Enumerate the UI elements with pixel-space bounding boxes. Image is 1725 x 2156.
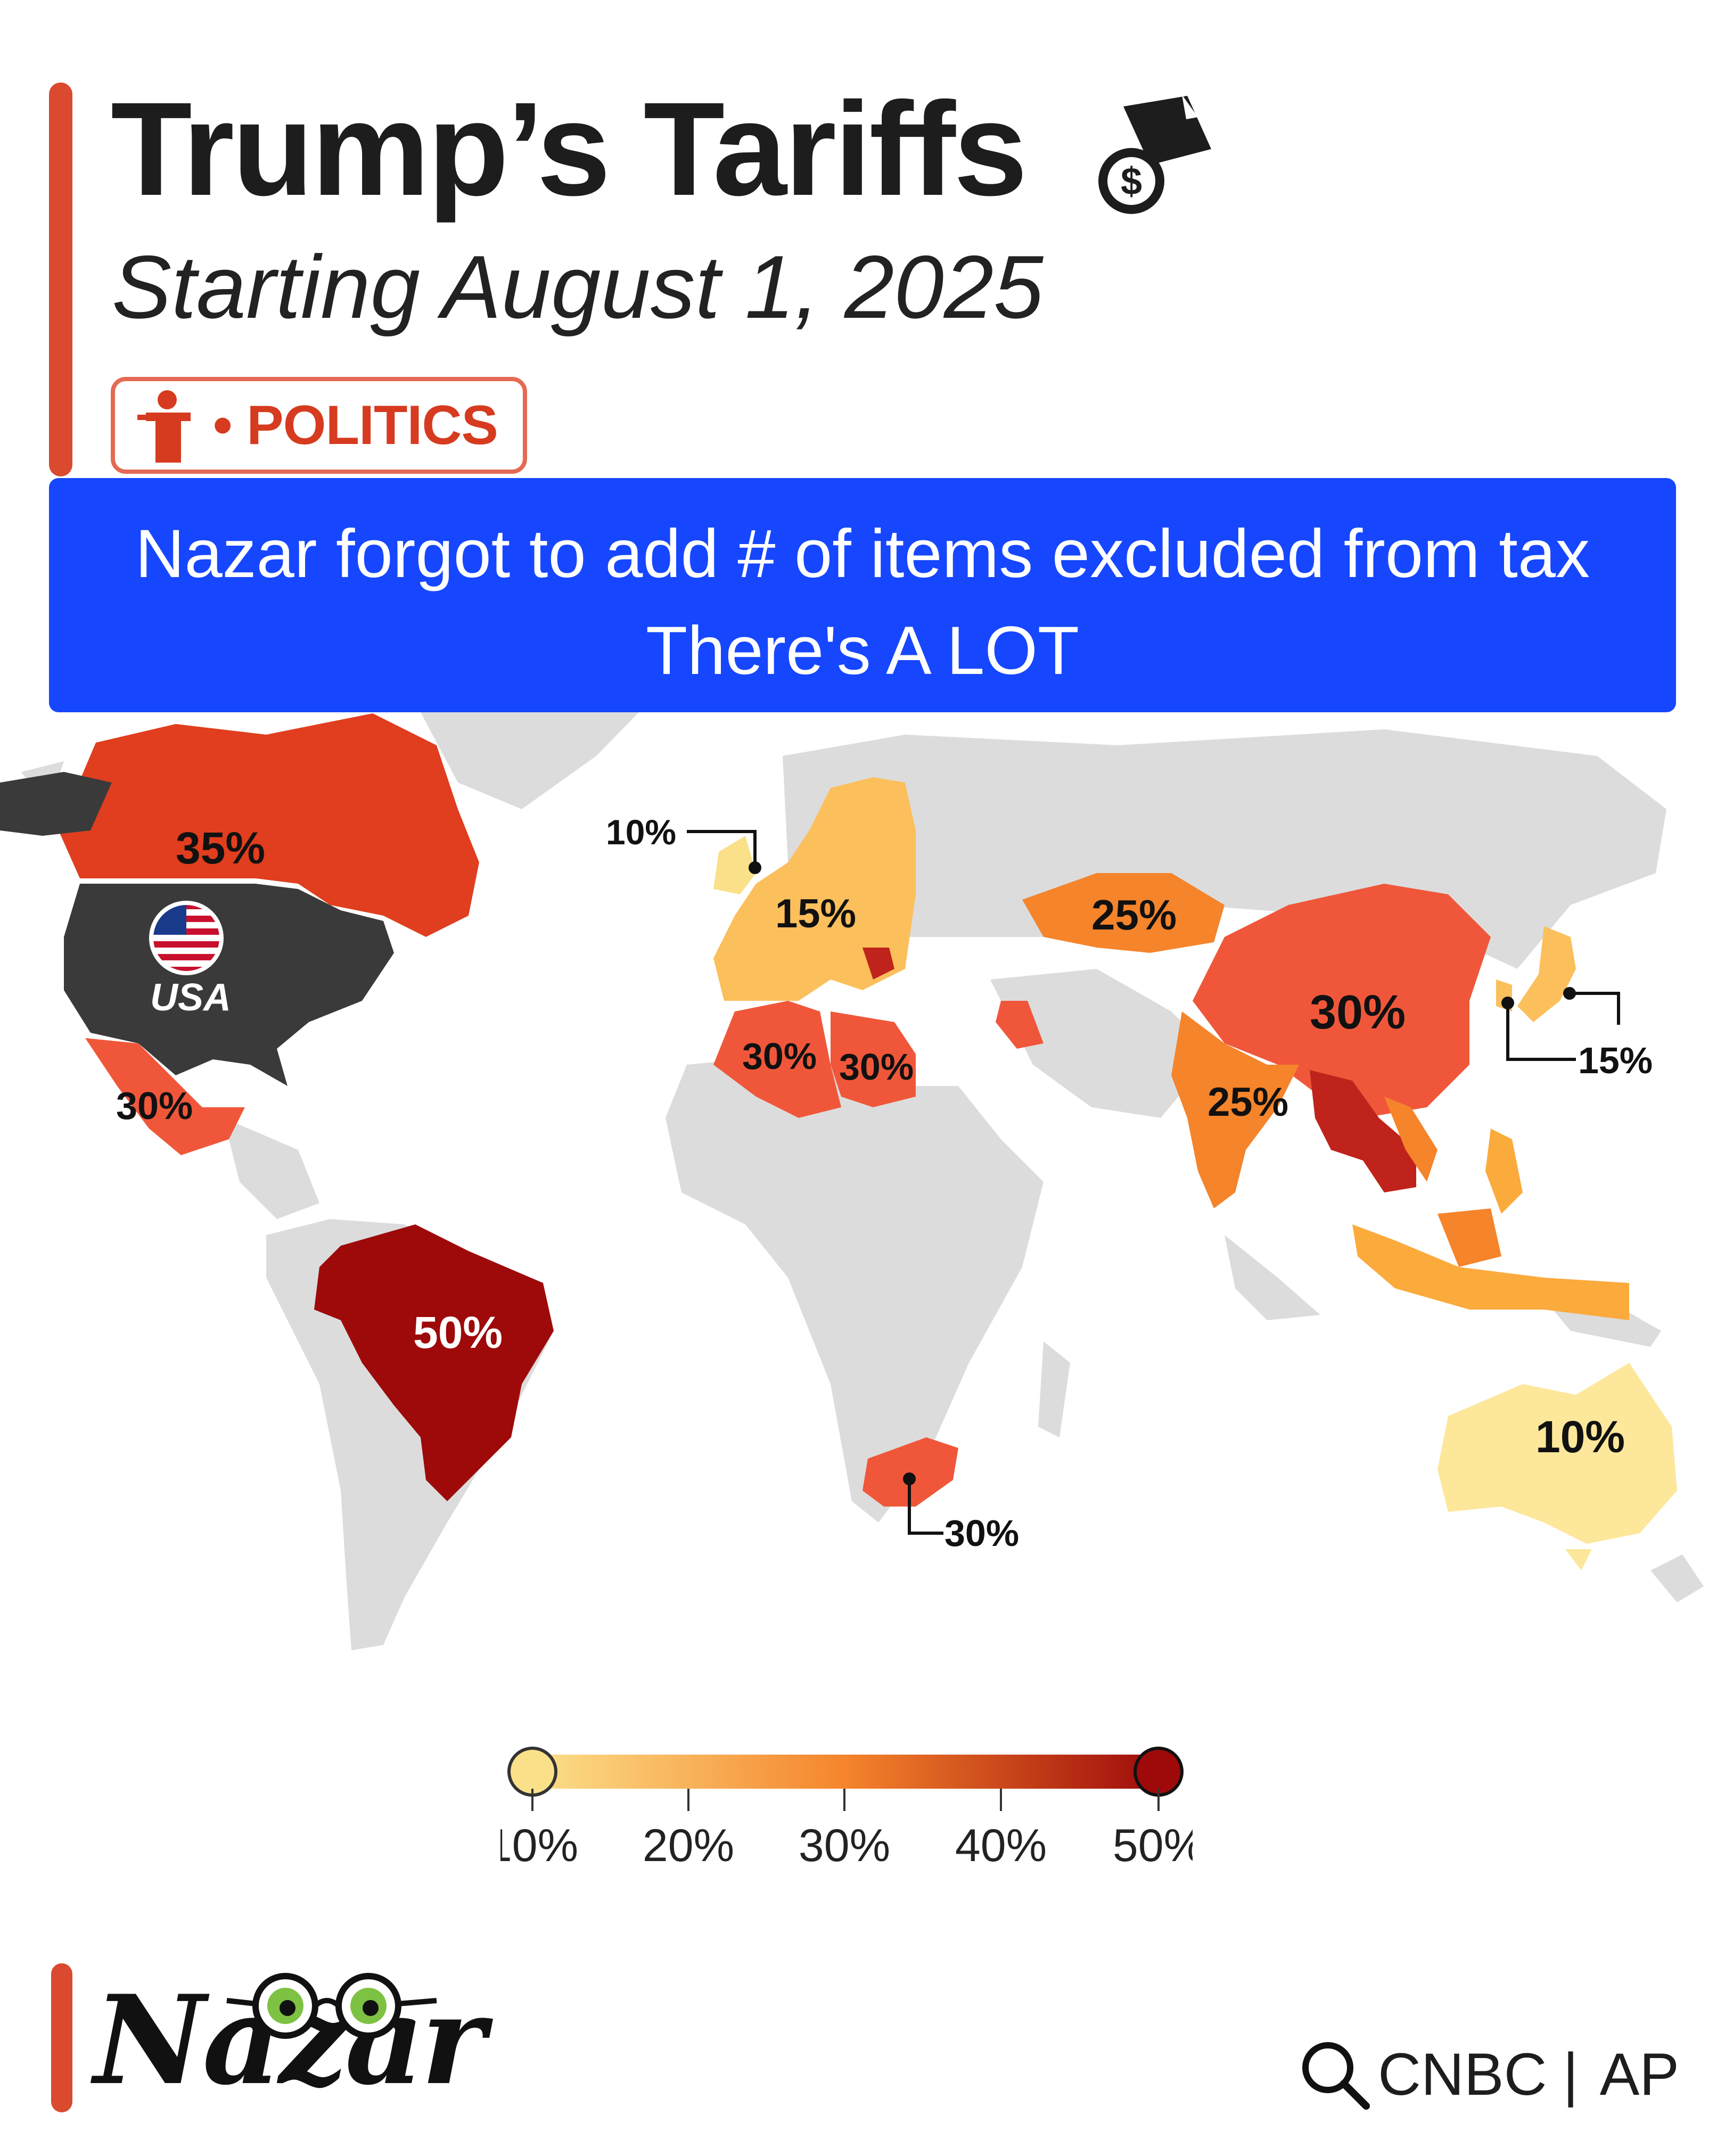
title-accent-bar	[49, 83, 72, 476]
country-brazil	[314, 1224, 554, 1501]
sources: CNBC | AP	[1297, 2037, 1679, 2111]
banner-line-1: Nazar forgot to add # of items excluded …	[135, 516, 1590, 592]
leader-south-africa	[908, 1479, 943, 1535]
search-icon	[1302, 2042, 1370, 2110]
label-usa: USA	[150, 976, 231, 1019]
money-bag-document-icon: $	[1098, 95, 1211, 214]
label-japan-korea: 15%	[1578, 1040, 1653, 1081]
country-malaysia-borneo	[1438, 1208, 1501, 1267]
country-iraq	[996, 1001, 1044, 1049]
label-libya: 30%	[839, 1046, 914, 1088]
leader-dot-korea	[1501, 997, 1514, 1009]
country-philippines	[1485, 1129, 1523, 1214]
caption-banner: Nazar forgot to add # of items excluded …	[49, 478, 1676, 712]
country-australia-tasmania	[1565, 1549, 1592, 1570]
country-kazakhstan	[1022, 873, 1225, 953]
country-usa-alaska	[0, 772, 112, 836]
source-ap: AP	[1599, 2040, 1679, 2108]
leader-uk	[687, 830, 757, 866]
label-uk: 10%	[606, 812, 676, 852]
page-subtitle: Starting August 1, 2025	[112, 237, 1044, 337]
leader-dot-south-africa	[903, 1472, 916, 1485]
country-libya	[831, 1011, 916, 1107]
category-badge[interactable]: • POLITICS	[111, 377, 527, 474]
country-china	[1193, 884, 1491, 1118]
leader-korea	[1506, 1004, 1576, 1061]
badge-label: • POLITICS	[213, 394, 498, 456]
legend-tick: 20%	[643, 1820, 734, 1871]
label-canada: 35%	[176, 823, 265, 873]
legend-tick: 10%	[500, 1820, 578, 1871]
source-separator: |	[1563, 2040, 1579, 2108]
country-australia	[1438, 1363, 1677, 1544]
banner-line-2: There's A LOT	[645, 613, 1080, 689]
country-serbia	[862, 948, 894, 980]
region-indonesia	[1352, 1224, 1629, 1320]
label-south-africa: 30%	[944, 1512, 1019, 1554]
label-mexico: 30%	[116, 1085, 193, 1128]
legend-max-marker	[1133, 1747, 1184, 1797]
country-canada	[59, 713, 479, 937]
page-title: Trump’s Tariffs	[111, 75, 1028, 223]
region-southeast-asia	[1310, 1070, 1416, 1192]
nazar-logo[interactable]: Nazar	[51, 1963, 486, 2118]
label-china: 30%	[1310, 986, 1406, 1039]
color-scale-legend: 10% 20% 30% 40% 50%	[500, 1747, 1193, 1871]
country-japan	[1517, 926, 1576, 1022]
podium-speaker-icon	[137, 390, 191, 463]
legend-tick: 40%	[955, 1820, 1047, 1871]
logo-accent-bar	[51, 1963, 72, 2112]
country-algeria	[713, 1001, 841, 1118]
legend-tick: 50%	[1113, 1820, 1193, 1871]
legend-min-marker	[507, 1747, 557, 1797]
label-algeria: 30%	[742, 1035, 817, 1077]
legend-gradient-bar	[532, 1755, 1161, 1789]
country-usa	[64, 884, 394, 1086]
label-india: 25%	[1208, 1080, 1288, 1125]
region-eu	[713, 777, 916, 1001]
source-cnbc: CNBC	[1378, 2040, 1547, 2108]
leader-japan	[1570, 992, 1620, 1025]
leader-dot-uk	[749, 861, 761, 874]
country-vietnam	[1384, 1097, 1438, 1182]
legend-tick: 30%	[799, 1820, 890, 1871]
eyeglasses-icon	[226, 1973, 437, 2039]
label-kazakhstan: 25%	[1091, 891, 1177, 939]
leader-dot-japan	[1563, 987, 1576, 1000]
label-australia: 10%	[1535, 1412, 1625, 1462]
world-tariff-map: 35% USA 30% 50% 10% 15% 30% 30% 25% 30% …	[0, 712, 1704, 1650]
country-uk	[713, 836, 756, 894]
label-eu: 15%	[775, 891, 856, 936]
country-mexico	[85, 1038, 245, 1155]
label-brazil: 50%	[413, 1307, 503, 1357]
country-south-africa	[862, 1437, 958, 1507]
country-india	[1171, 1011, 1299, 1208]
svg-text:$: $	[1121, 160, 1142, 203]
